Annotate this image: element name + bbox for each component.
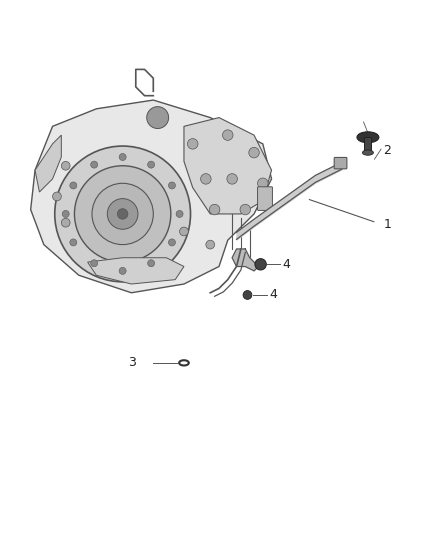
Circle shape <box>187 139 198 149</box>
Circle shape <box>227 174 237 184</box>
FancyBboxPatch shape <box>334 157 347 169</box>
Circle shape <box>107 199 138 229</box>
Circle shape <box>258 178 268 189</box>
Circle shape <box>206 240 215 249</box>
Circle shape <box>180 227 188 236</box>
Circle shape <box>249 147 259 158</box>
Circle shape <box>255 259 266 270</box>
Circle shape <box>148 260 155 266</box>
Circle shape <box>209 204 220 215</box>
Circle shape <box>53 192 61 201</box>
Circle shape <box>240 204 251 215</box>
Circle shape <box>55 146 191 282</box>
Text: 1: 1 <box>383 219 391 231</box>
Text: 4: 4 <box>283 258 290 271</box>
Text: 3: 3 <box>128 357 136 369</box>
Circle shape <box>91 260 98 266</box>
Circle shape <box>70 182 77 189</box>
Bar <box>364 138 371 152</box>
Circle shape <box>117 209 128 219</box>
Circle shape <box>119 154 126 160</box>
Circle shape <box>148 161 155 168</box>
PathPatch shape <box>31 100 272 293</box>
Circle shape <box>223 130 233 140</box>
Circle shape <box>176 211 183 217</box>
Circle shape <box>61 161 70 170</box>
Circle shape <box>62 211 69 217</box>
Circle shape <box>147 107 169 128</box>
Circle shape <box>70 239 77 246</box>
Text: 4: 4 <box>269 288 277 302</box>
Circle shape <box>243 290 252 300</box>
Circle shape <box>74 166 171 262</box>
Text: 2: 2 <box>383 144 391 157</box>
PathPatch shape <box>88 258 184 284</box>
Circle shape <box>169 182 176 189</box>
Circle shape <box>201 174 211 184</box>
Circle shape <box>119 268 126 274</box>
Circle shape <box>92 183 153 245</box>
PathPatch shape <box>184 118 272 214</box>
Ellipse shape <box>357 132 379 143</box>
Circle shape <box>61 219 70 227</box>
Circle shape <box>91 161 98 168</box>
PathPatch shape <box>35 135 61 192</box>
Polygon shape <box>232 249 258 271</box>
Circle shape <box>169 239 176 246</box>
Ellipse shape <box>362 150 373 155</box>
FancyBboxPatch shape <box>258 187 272 211</box>
